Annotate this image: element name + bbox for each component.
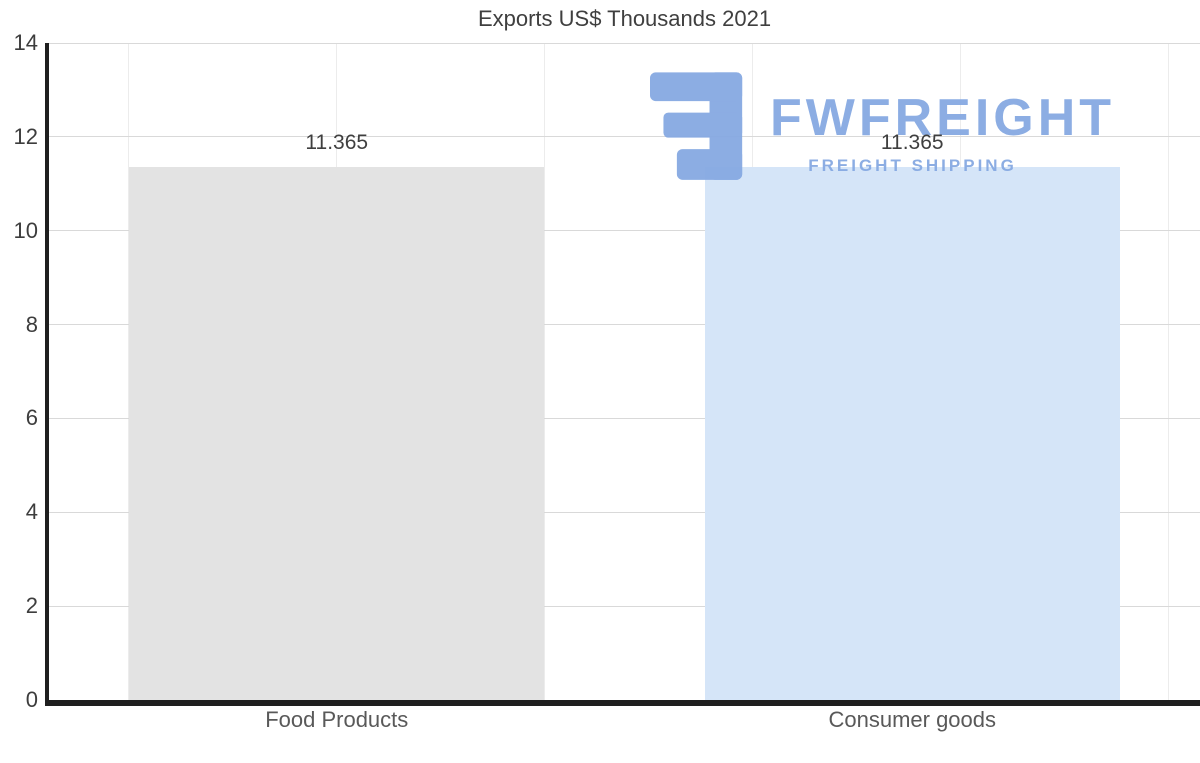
y-tick-label: 6 (25, 405, 38, 431)
gridline-horizontal (49, 136, 1200, 138)
y-tick-label: 12 (13, 123, 38, 149)
x-axis-line (45, 700, 1200, 706)
gridline-horizontal (49, 324, 1200, 326)
watermark-brand: FWFREIGHT (770, 89, 1116, 147)
gridline-vertical (1168, 43, 1169, 700)
bar-consumer-goods (704, 166, 1120, 700)
watermark-text-block: FWFREIGHT FREIGHT SHIPPING (770, 72, 1115, 184)
gridline-horizontal (49, 417, 1200, 419)
y-tick-label: 2 (25, 593, 38, 619)
bar-value-label: 11.365 (880, 130, 944, 154)
bar-value-label: 11.365 (305, 130, 369, 154)
category-label: Food Products (265, 707, 409, 732)
gridline-horizontal (49, 230, 1200, 232)
chart-title: Exports US$ Thousands 2021 (477, 6, 772, 31)
y-tick-label: 10 (13, 217, 38, 243)
bar-food-products (129, 166, 545, 700)
category-label: Consumer goods (828, 707, 997, 732)
y-tick-label: 4 (25, 499, 38, 525)
gridline-vertical (128, 43, 129, 700)
y-tick-label: 0 (25, 687, 38, 712)
gridline-vertical (544, 43, 545, 700)
gridline-horizontal (49, 511, 1200, 513)
fwfreight-logo-icon (650, 72, 743, 180)
y-tick-label: 8 (25, 311, 38, 337)
y-axis-line (45, 43, 49, 706)
plot-area: 11.365 11.365 FWFREIGHT FREIGHT SHIPPING (45, 42, 1200, 706)
watermark-tagline: FREIGHT SHIPPING (808, 156, 1017, 175)
gridline-horizontal (49, 42, 1200, 44)
watermark: FWFREIGHT FREIGHT SHIPPING (650, 72, 1115, 184)
gridline-horizontal (49, 605, 1200, 607)
y-tick-label: 14 (13, 30, 38, 55)
